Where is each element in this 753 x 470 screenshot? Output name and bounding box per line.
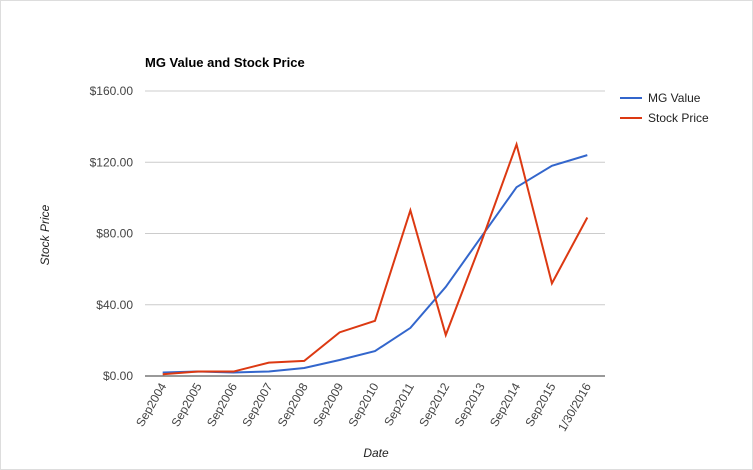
y-tick-label: $120.00 — [90, 155, 134, 169]
legend-label: MG Value — [648, 91, 701, 105]
y-tick-label: $160.00 — [90, 84, 134, 98]
y-tick-label: $0.00 — [103, 369, 133, 383]
y-axis-label: Stock Price — [38, 204, 52, 265]
x-axis-label: Date — [363, 446, 389, 460]
y-tick-label: $40.00 — [96, 298, 133, 312]
y-tick-label: $80.00 — [96, 227, 133, 241]
series-line — [162, 141, 589, 376]
legend-label: Stock Price — [648, 111, 709, 125]
chart-title: MG Value and Stock Price — [145, 55, 305, 70]
